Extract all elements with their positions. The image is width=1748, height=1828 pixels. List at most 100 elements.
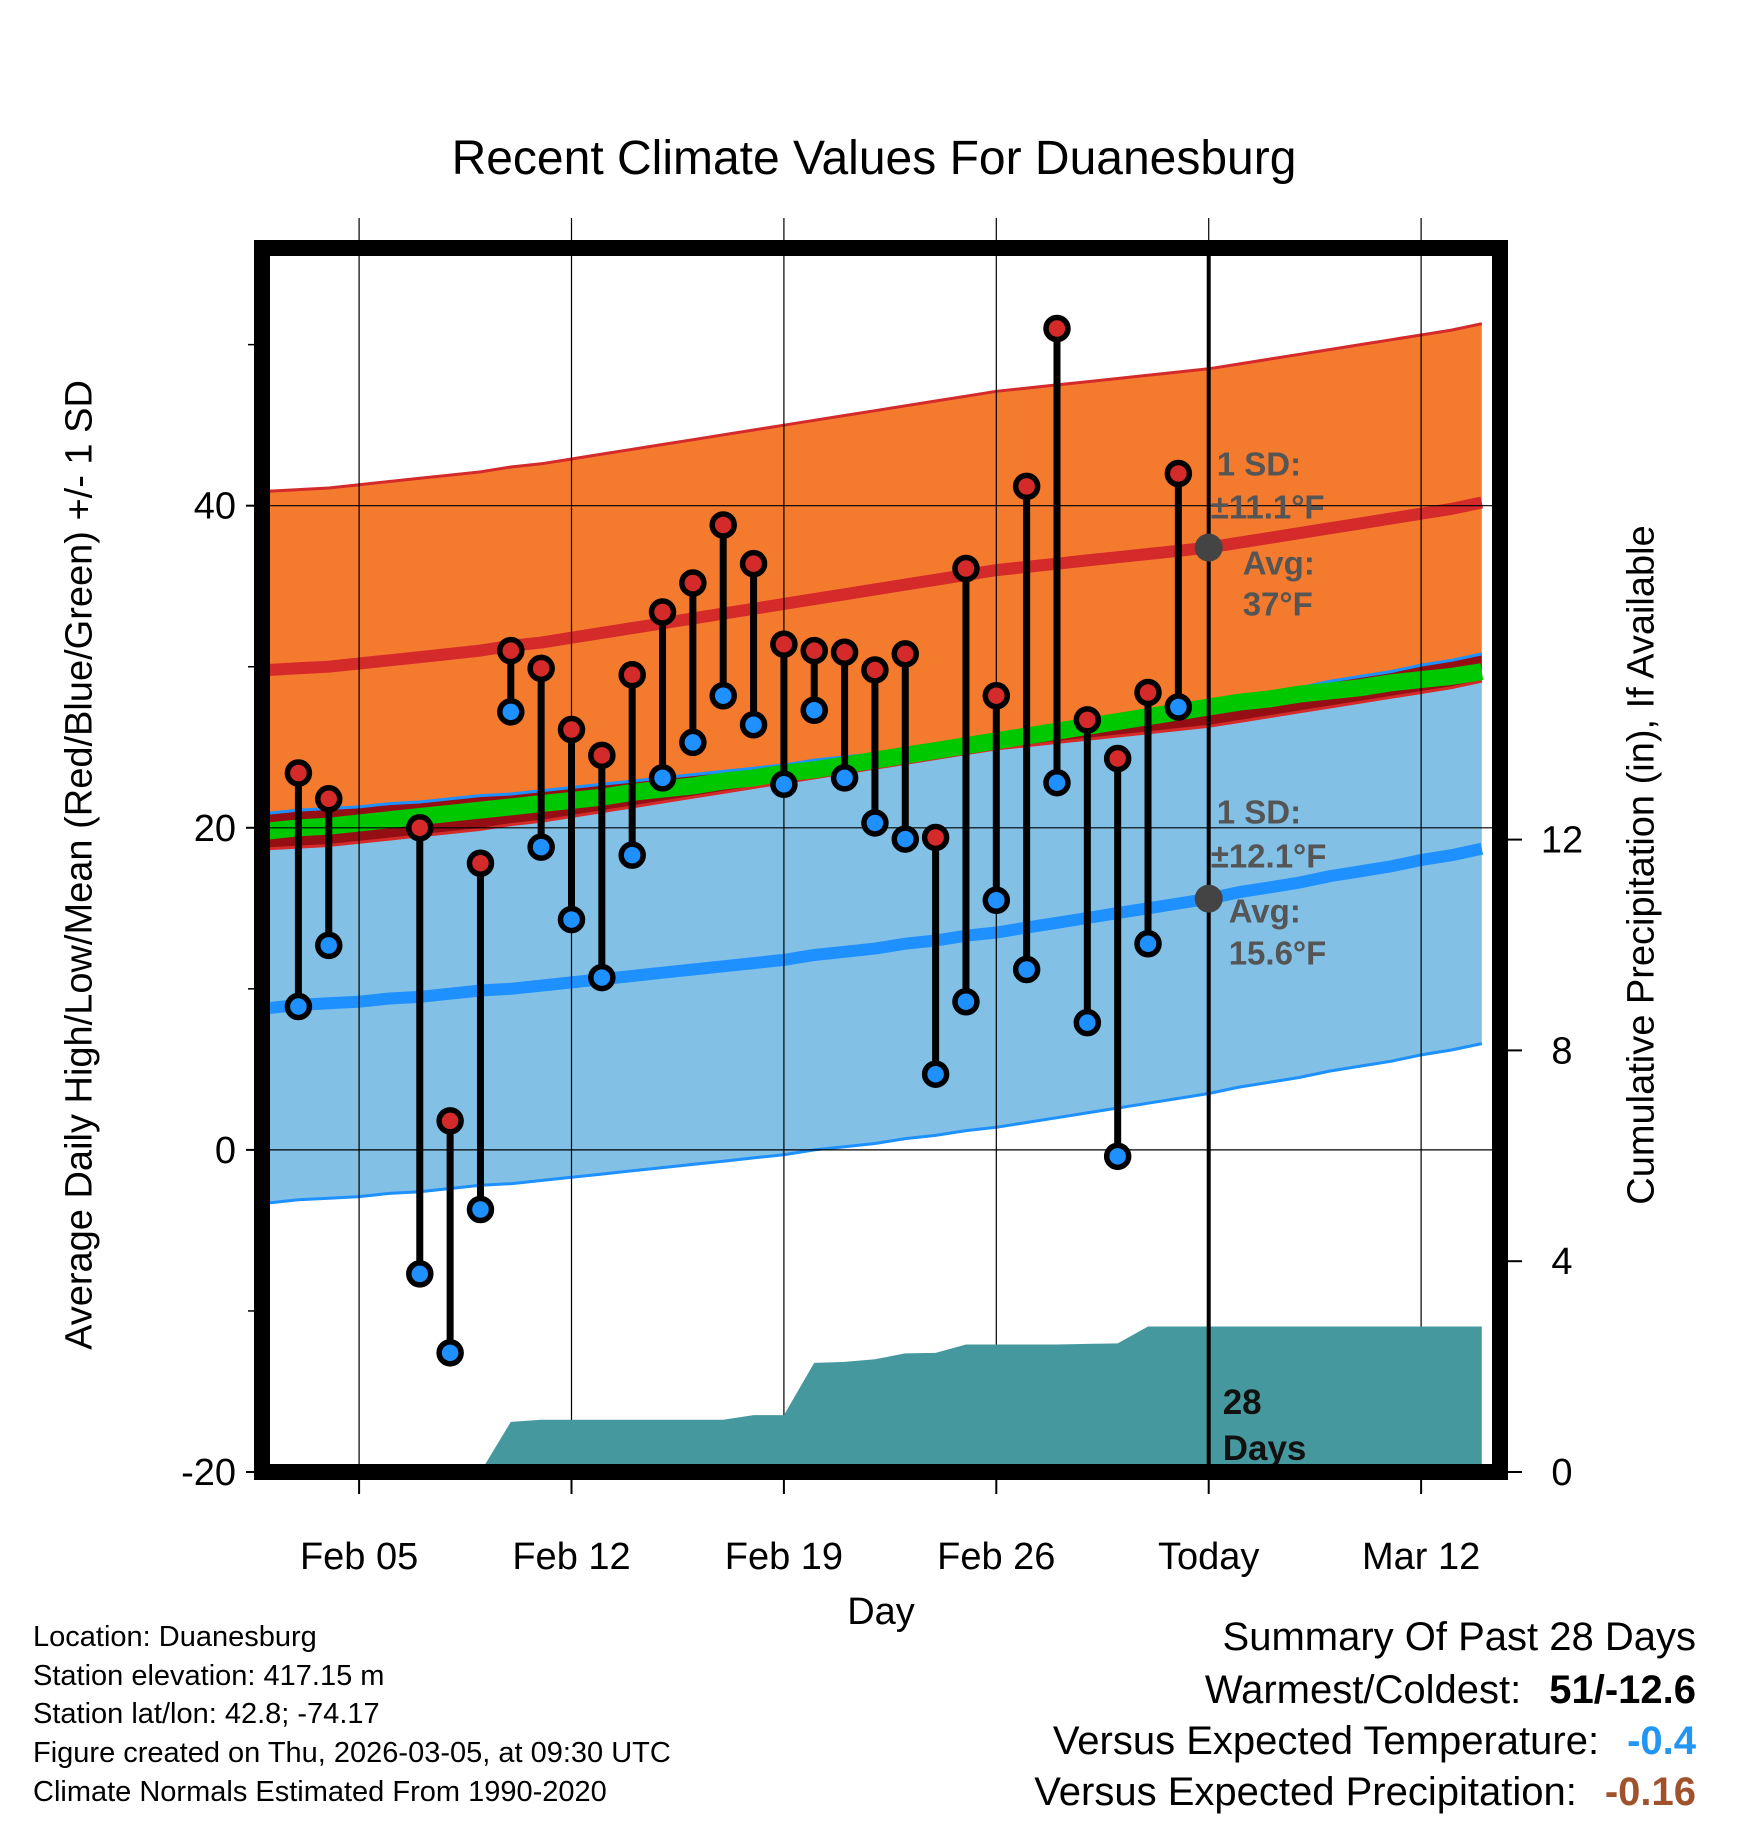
- obs-low-point: [861, 809, 889, 837]
- y-tick-label: 40: [194, 486, 236, 528]
- obs-high-point: [648, 598, 677, 626]
- obs-high-point: [436, 1107, 464, 1135]
- low-sd-value: ±12.1°F: [1211, 838, 1327, 875]
- x-tick-label: Feb 26: [937, 1536, 1055, 1578]
- info-elevation: Station elevation: 417.15 m: [33, 1660, 385, 1692]
- precip-days-word: Days: [1223, 1429, 1307, 1468]
- high-avg-dot: [1194, 533, 1223, 562]
- obs-low-point: [982, 886, 1011, 915]
- obs-low-point: [1012, 955, 1041, 984]
- obs-low-point: [739, 710, 768, 739]
- obs-low-point: [618, 841, 646, 869]
- info-created: Figure created on Thu, 2026-03-05, at 09…: [33, 1737, 671, 1769]
- summary-temp: Versus Expected Temperature: -0.4: [1053, 1719, 1696, 1764]
- y2-tick-label: 4: [1551, 1241, 1572, 1283]
- info-latlon: Station lat/lon: 42.8; -74.17: [33, 1698, 380, 1730]
- y-tick-label: 0: [215, 1130, 236, 1172]
- chart-title: Recent Climate Values For Duanesburg: [451, 132, 1297, 185]
- obs-low-point: [921, 1060, 950, 1088]
- cumulative-precip-area: [480, 1326, 1482, 1472]
- high-band-upper-edge: [268, 322, 1483, 493]
- x-tick-label: Feb 05: [300, 1536, 418, 1578]
- normal-high-line: [267, 496, 1484, 676]
- annotations: 1 SD: ±11.1°F Avg: 37°F 1 SD: ±12.1°F Avg: 15.6…: [1194, 446, 1327, 972]
- high-avg-label: Avg:: [1243, 545, 1315, 582]
- x-axis-label: Day: [847, 1591, 915, 1633]
- obs-high-point: [618, 661, 646, 689]
- summary-precip-value: -0.16: [1604, 1770, 1696, 1814]
- obs-low-point: [891, 825, 920, 853]
- obs-low-point: [679, 728, 707, 757]
- low-avg-label: Avg:: [1229, 893, 1301, 930]
- obs-low-point: [557, 905, 586, 934]
- obs-low-point: [830, 764, 859, 792]
- x-tick-label: Today: [1158, 1536, 1259, 1578]
- obs-high-point: [1164, 459, 1193, 488]
- summary-precip-label: Versus Expected Precipitation:: [1034, 1770, 1577, 1814]
- obs-high-point: [527, 654, 555, 683]
- summary-warm-cold-value: 51/-12.6: [1549, 1668, 1696, 1712]
- obs-high-point: [1043, 314, 1071, 343]
- summary-warm-cold-label: Warmest/Coldest:: [1204, 1668, 1522, 1712]
- observations: [284, 314, 1193, 1367]
- obs-low-point: [466, 1195, 495, 1224]
- obs-high-point: [891, 640, 920, 668]
- obs-low-point: [648, 764, 677, 792]
- obs-high-point: [1073, 706, 1102, 734]
- summary-temp-label: Versus Expected Temperature:: [1052, 1719, 1600, 1763]
- obs-high-point: [588, 741, 616, 770]
- today-marker: 28 Days: [1206, 248, 1307, 1472]
- obs-low-point: [1134, 929, 1162, 958]
- obs-low-point: [406, 1260, 434, 1288]
- obs-high-point: [770, 630, 798, 658]
- info-normals: Climate Normals Estimated From 1990-2020: [33, 1776, 607, 1808]
- obs-high-point: [709, 511, 737, 539]
- summary-warm-cold: Warmest/Coldest: 51/-12.6: [1205, 1668, 1696, 1713]
- y-tick-label: 20: [194, 808, 236, 850]
- low-avg-value: 15.6°F: [1229, 935, 1327, 972]
- obs-high-point: [952, 554, 980, 583]
- obs-high-point: [800, 636, 828, 665]
- obs-low-point: [1103, 1142, 1132, 1171]
- y2-tick-label: 8: [1551, 1030, 1572, 1072]
- y2-tick-label: 0: [1551, 1452, 1572, 1494]
- obs-high-point: [830, 638, 859, 666]
- summary-heading: Summary Of Past 28 Days: [1222, 1615, 1696, 1659]
- obs-high-point: [861, 656, 889, 684]
- y-tick-label: -20: [181, 1452, 236, 1494]
- low-band-lower-edge: [267, 1042, 1483, 1205]
- plot-border: [254, 240, 1508, 1480]
- obs-high-point: [921, 823, 950, 852]
- x-tick-label: Mar 12: [1362, 1536, 1480, 1578]
- obs-high-point: [557, 715, 586, 744]
- obs-low-point: [952, 987, 980, 1016]
- obs-low-point: [497, 698, 525, 726]
- obs-high-point: [739, 549, 768, 578]
- y2-tick-label: 12: [1541, 820, 1583, 862]
- obs-high-point: [497, 636, 525, 665]
- obs-high-point: [1134, 678, 1162, 707]
- obs-high-point: [406, 814, 434, 842]
- x-tick-label: Feb 12: [512, 1536, 630, 1578]
- low-sd-label: 1 SD:: [1217, 794, 1301, 831]
- info-location: Location: Duanesburg: [33, 1621, 317, 1653]
- high-sd-label: 1 SD:: [1217, 446, 1301, 483]
- obs-high-point: [679, 569, 707, 597]
- axes: -20 0 20 40 0 4 8 12 Feb 05 Feb 12 Feb 19 Feb 26 Tod…: [181, 343, 1583, 1633]
- obs-high-point: [466, 849, 495, 877]
- y-axis-left-label: Average Daily High/Low/Mean (Red/Blue/Gr…: [58, 380, 101, 1350]
- precipitation-layer: [480, 1326, 1482, 1472]
- precip-days-number: 28: [1223, 1383, 1262, 1422]
- obs-low-point: [800, 696, 828, 724]
- high-avg-value: 37°F: [1243, 586, 1313, 623]
- y-axis-right-label: Cumulative Precipitation (in), If Availa…: [1620, 525, 1663, 1205]
- obs-high-point: [982, 681, 1011, 710]
- obs-high-point: [284, 759, 313, 787]
- summary-temp-value: -0.4: [1627, 1719, 1696, 1763]
- summary-precip: Versus Expected Precipitation: -0.16: [1034, 1770, 1696, 1815]
- obs-low-point: [1073, 1008, 1102, 1037]
- low-avg-dot: [1194, 884, 1223, 913]
- obs-low-point: [588, 963, 616, 992]
- obs-low-point: [527, 833, 555, 861]
